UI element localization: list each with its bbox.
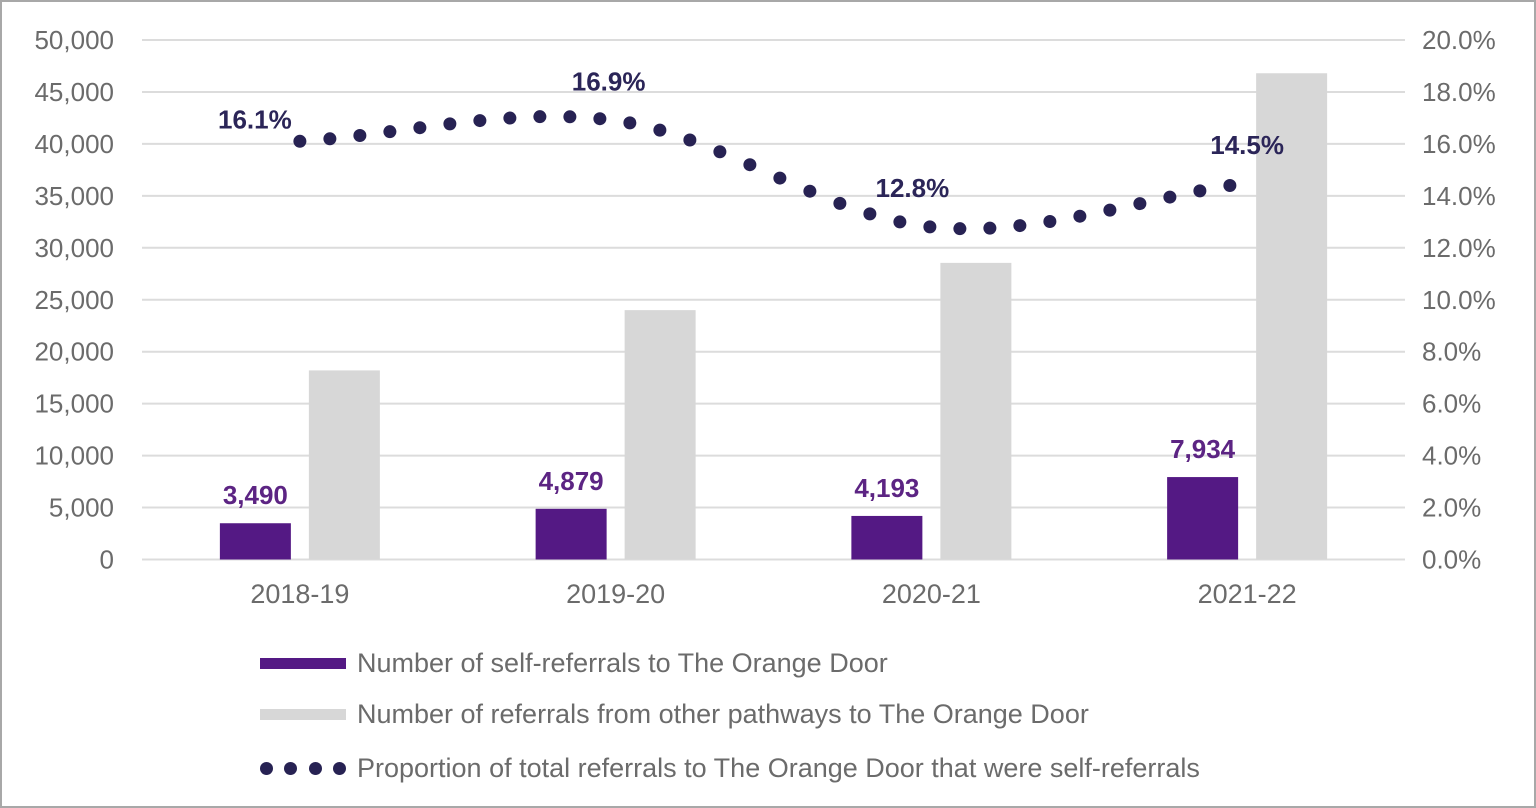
proportion-data-label: 16.1%	[218, 104, 292, 134]
left-axis-tick-label: 40,000	[34, 129, 114, 159]
right-axis-tick-label: 4.0%	[1422, 441, 1481, 471]
proportion-line-dot	[1043, 214, 1057, 228]
dot-icon	[284, 761, 298, 775]
left-axis-tick-label: 15,000	[34, 389, 114, 419]
bar-self-referrals-2019-20	[535, 508, 607, 560]
proportion-line-dot	[1193, 184, 1207, 198]
proportion-data-label: 14.5%	[1210, 130, 1284, 160]
legend-item-proportion-line: Proportion of total referrals to The Ora…	[260, 753, 1200, 783]
proportion-line-dot	[1223, 178, 1237, 192]
dot-icon	[308, 761, 322, 775]
legend-swatch-self-referrals-bar	[260, 657, 346, 669]
bar-other-pathways-2020-21	[940, 262, 1012, 560]
proportion-line-dot	[953, 222, 967, 236]
legend-item-other-pathways: Number of referrals from other pathways …	[260, 699, 1089, 729]
left-axis-tick-label: 25,000	[34, 285, 114, 315]
legend-label-proportion: Proportion of total referrals to The Ora…	[357, 752, 1200, 783]
x-axis-category-label: 2020-21	[882, 579, 981, 609]
proportion-line-dot	[1163, 190, 1177, 204]
right-axis-tick-label: 20.0%	[1422, 25, 1496, 55]
proportion-line-dot	[1133, 197, 1147, 211]
left-axis-tick-label: 0	[100, 545, 114, 575]
left-axis-tick-label: 5,000	[49, 493, 114, 523]
dot-icon	[332, 761, 346, 775]
proportion-line-dot	[593, 112, 607, 126]
proportion-line-dot	[653, 123, 667, 137]
right-axis-tick-label: 2.0%	[1422, 493, 1481, 523]
left-axis-tick-label: 45,000	[34, 77, 114, 107]
proportion-line-dot	[623, 116, 637, 130]
legend-swatch-proportion-dots	[260, 761, 346, 775]
right-axis-tick-label: 0.0%	[1422, 545, 1481, 575]
proportion-line-dot	[683, 133, 697, 147]
proportion-line-dot	[773, 171, 787, 185]
proportion-line-dot	[503, 111, 517, 125]
proportion-line-dot	[983, 221, 997, 235]
right-axis-tick-label: 10.0%	[1422, 285, 1496, 315]
proportion-line-dot	[863, 207, 877, 221]
bar-self-referrals-2018-19	[219, 523, 291, 560]
right-axis-tick-label: 6.0%	[1422, 389, 1481, 419]
proportion-line-dot	[1103, 203, 1117, 217]
x-axis-category-label: 2018-19	[250, 579, 349, 609]
dot-icon	[260, 761, 273, 775]
proportion-line-dot	[923, 220, 937, 234]
left-axis-tick-label: 30,000	[34, 233, 114, 263]
bar-self-referrals-2020-21	[851, 515, 923, 560]
left-axis-tick-label: 35,000	[34, 181, 114, 211]
left-axis-tick-label: 20,000	[34, 337, 114, 367]
proportion-line-dot	[473, 114, 487, 128]
proportion-line-dot	[803, 184, 817, 198]
chart-plot-area: 0 5,000 10,000 15,000 20,000 25,000 30,000 35,0…	[34, 25, 1496, 609]
left-axis-tick-label: 50,000	[34, 25, 114, 55]
proportion-line-dot	[713, 145, 727, 159]
proportion-line-dot	[533, 110, 547, 124]
proportion-line-dot	[323, 132, 337, 146]
proportion-data-label: 16.9%	[572, 67, 646, 97]
proportion-data-label: 12.8%	[876, 173, 950, 203]
proportion-line-dot	[563, 110, 577, 124]
right-axis-tick-label: 16.0%	[1422, 129, 1496, 159]
bar-data-label: 4,193	[854, 473, 919, 503]
bar-data-label: 4,879	[539, 466, 604, 496]
proportion-line-dot	[293, 134, 307, 148]
right-axis-tick-label: 8.0%	[1422, 337, 1481, 367]
x-axis-category-label: 2021-22	[1198, 579, 1297, 609]
bar-other-pathways-2018-19	[308, 370, 380, 560]
proportion-line-dot	[893, 215, 907, 229]
bar-other-pathways-2021-22	[1256, 73, 1328, 560]
bar-other-pathways-2019-20	[624, 310, 696, 560]
proportion-line-dot	[1073, 209, 1087, 223]
x-axis-category-label: 2019-20	[566, 579, 665, 609]
left-axis-tick-label: 10,000	[34, 441, 114, 471]
legend-item-self-referrals: Number of self-referrals to The Orange D…	[260, 648, 888, 678]
proportion-line-dot	[413, 121, 427, 135]
bar-data-label: 3,490	[223, 480, 288, 510]
right-axis-tick-label: 18.0%	[1422, 77, 1496, 107]
legend-swatch-other-pathways-bar	[260, 708, 346, 720]
proportion-line-dot	[443, 117, 457, 131]
right-axis-tick-label: 12.0%	[1422, 233, 1496, 263]
proportion-line-dot	[383, 125, 397, 139]
bar-data-label: 7,934	[1170, 434, 1236, 464]
right-axis-tick-label: 14.0%	[1422, 181, 1496, 211]
proportion-line-dot	[743, 158, 757, 172]
proportion-line-dot	[833, 196, 847, 210]
legend-label-other-pathways: Number of referrals from other pathways …	[357, 698, 1089, 729]
proportion-line-dot	[353, 128, 367, 142]
proportion-line-dot	[1013, 219, 1027, 233]
legend-label-self-referrals: Number of self-referrals to The Orange D…	[357, 647, 888, 678]
bar-self-referrals-2021-22	[1167, 477, 1239, 560]
